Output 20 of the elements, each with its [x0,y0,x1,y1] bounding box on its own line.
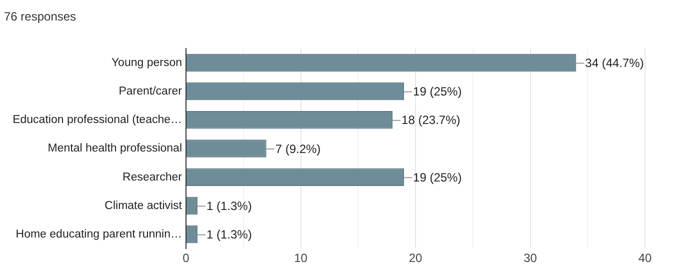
y-tick-label: Mental health professional [48,142,182,155]
y-tick-label: Young person [111,56,182,69]
x-tick-label: 30 [524,251,538,266]
data-label: 1 (1.3%) [206,199,252,214]
x-tick-label: 40 [638,251,652,266]
data-label: 19 (25%) [413,170,462,184]
text: 76 responses [4,10,76,24]
y-tick-label: Climate activist [104,200,183,212]
x-tick-label: 20 [408,251,422,266]
data-label: 7 (9.2%) [275,142,321,156]
data-label: 34 (44.7%) [585,56,644,70]
data-label: 1 (1.3%) [206,228,252,242]
y-tick-label: Education professional (teache… [12,114,182,126]
data-label: 18 (23.7%) [402,113,460,128]
y-tick-label: Home educating parent runnin… [16,228,182,240]
y-tick-label: Researcher [122,171,182,184]
y-tick-label: Parent/carer [118,85,182,98]
data-label: 19 (25%) [413,84,462,99]
x-tick-label: 0 [182,251,190,266]
x-tick-label: 10 [294,251,308,266]
